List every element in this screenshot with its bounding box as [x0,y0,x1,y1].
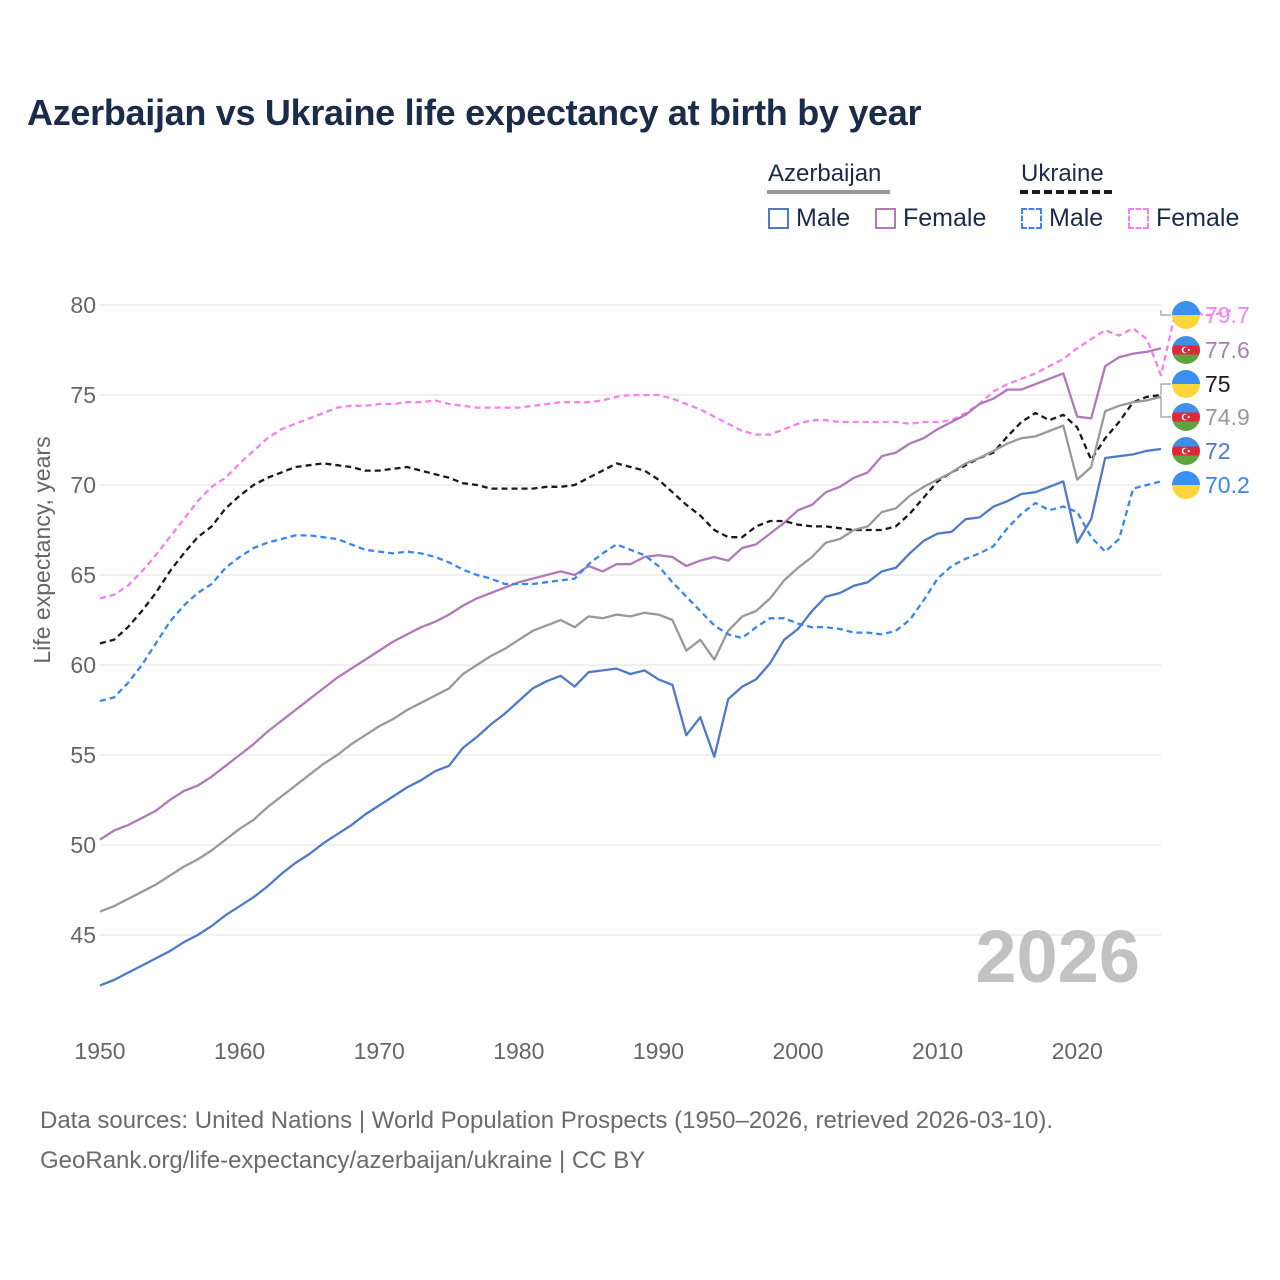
ukraine-flag-icon [1172,370,1200,398]
legend-ua-female-label: Female [1156,204,1240,232]
azerbaijan-flag-icon [1172,403,1200,431]
footer-url: GeoRank.org/life-expectancy/azerbaijan/u… [40,1147,646,1174]
end-value-ua_male: 70.2 [1205,472,1250,498]
label-connector [1160,396,1171,418]
legend-ukraine-line [1020,190,1112,194]
label-connector [1160,310,1171,316]
label-connector [1160,383,1171,395]
series-line-az_total [99,395,1162,913]
series-line-az_male [99,447,1162,987]
x-tick-label: 2000 [772,1038,823,1064]
x-tick-label: 1980 [493,1038,544,1064]
x-tick-label: 1960 [214,1038,265,1064]
legend-ukraine-title: Ukraine [1021,160,1104,188]
series-lines [99,300,1232,987]
y-tick-label: 55 [70,742,96,768]
year-watermark: 2026 [975,915,1140,998]
footer-sources: Data sources: United Nations | World Pop… [40,1107,1054,1134]
x-tick-label: 1950 [74,1038,125,1064]
end-value-az_total: 74.9 [1205,404,1250,430]
end-value-ua_female: 79.7 [1205,302,1250,328]
x-tick-label: 2010 [912,1038,963,1064]
legend-az-male[interactable]: Male [768,204,850,233]
legend-az-male-swatch [768,208,789,229]
series-line-ua_female [99,300,1232,600]
legend-ua-male-label: Male [1049,204,1104,232]
y-axis-ticks: 45 50 55 60 65 70 75 80 [70,292,96,948]
series-line-az_female [99,347,1162,841]
x-tick-label: 1990 [633,1038,684,1064]
chart-title: Azerbaijan vs Ukraine life expectancy at… [27,92,922,133]
legend-azerbaijan-label: Azerbaijan [768,160,882,187]
end-labels: 79.7 77.6 75 74.9 72 70.2 [1160,301,1250,499]
legend-azerbaijan-title: Azerbaijan [768,160,881,188]
legend-az-male-label: Male [796,204,851,232]
y-tick-label: 65 [70,562,96,588]
series-line-ua_male [99,480,1162,703]
y-tick-label: 80 [70,292,96,318]
legend-az-female[interactable]: Female [875,204,986,233]
x-tick-label: 1970 [354,1038,405,1064]
y-axis-label: Life expectancy, years [29,436,55,663]
legend-ua-female-swatch [1128,208,1149,229]
ukraine-flag-icon [1172,301,1200,329]
x-axis-ticks: 1950 1960 1970 1980 1990 2000 2010 2020 [74,1038,1102,1064]
series-line-ua_total [99,393,1162,645]
legend-ukraine-label: Ukraine [1021,160,1104,187]
legend-ua-male[interactable]: Male [1021,204,1103,233]
y-tick-label: 70 [70,472,96,498]
legend-ua-male-swatch [1021,208,1042,229]
x-tick-label: 2020 [1052,1038,1103,1064]
y-tick-label: 50 [70,832,96,858]
y-tick-label: 45 [70,922,96,948]
legend-az-female-label: Female [903,204,987,232]
y-tick-label: 75 [70,382,96,408]
legend-azerbaijan-line [767,190,890,194]
end-value-az_female: 77.6 [1205,337,1250,363]
ukraine-flag-icon [1172,471,1200,499]
legend-ua-female[interactable]: Female [1128,204,1239,233]
azerbaijan-flag-icon [1172,437,1200,465]
gridlines [100,304,1161,936]
end-value-ua_total: 75 [1205,371,1231,397]
y-tick-label: 60 [70,652,96,678]
legend-az-female-swatch [875,208,896,229]
end-value-az_male: 72 [1205,438,1231,464]
azerbaijan-flag-icon [1172,336,1200,364]
